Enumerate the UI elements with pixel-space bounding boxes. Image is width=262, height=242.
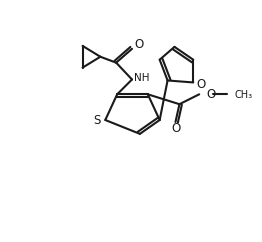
Text: O: O: [172, 122, 181, 136]
Text: S: S: [94, 113, 101, 127]
Text: O: O: [134, 38, 144, 51]
Text: NH: NH: [134, 74, 150, 83]
Text: O: O: [206, 88, 215, 101]
Text: O: O: [196, 78, 206, 91]
Text: CH₃: CH₃: [235, 90, 253, 100]
